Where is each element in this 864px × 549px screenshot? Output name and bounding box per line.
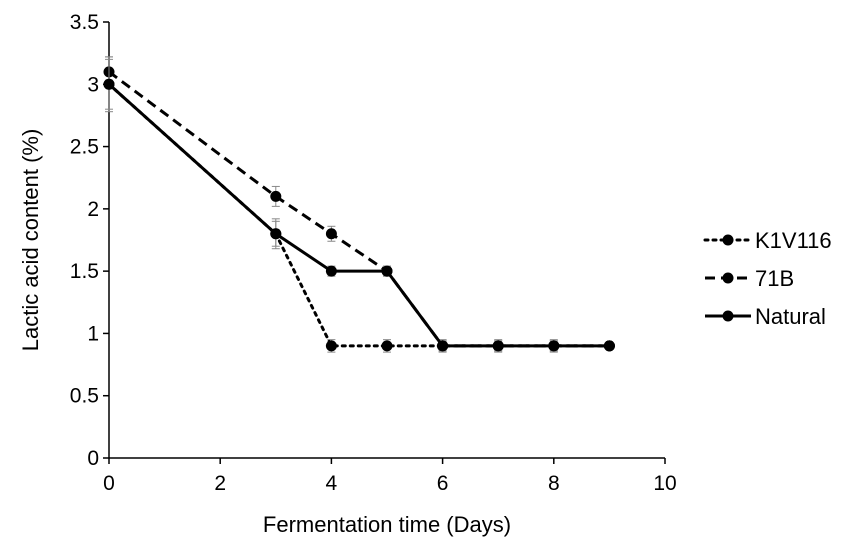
data-point: [325, 228, 337, 240]
legend-label: K1V116: [755, 228, 832, 253]
y-tick-label: 0.5: [70, 385, 99, 408]
series-k1v116: [103, 58, 615, 353]
axes: [103, 21, 666, 464]
x-tick-label: 4: [326, 472, 338, 495]
series-natural: [103, 56, 615, 352]
series-layer: [103, 56, 615, 353]
legend-label: Natural: [755, 304, 826, 329]
x-tick-label: 2: [214, 472, 226, 495]
legend-marker: [722, 310, 734, 322]
series-71b: [103, 56, 615, 352]
data-point: [548, 340, 560, 352]
data-point: [381, 340, 393, 352]
data-point: [381, 265, 393, 277]
legend-item-natural: Natural: [705, 304, 826, 329]
y-tick-label: 0: [87, 447, 99, 470]
data-point: [325, 340, 337, 352]
data-point: [437, 340, 449, 352]
y-tick-label: 2: [87, 198, 99, 221]
data-point: [603, 340, 615, 352]
y-tick-label: 1: [87, 322, 99, 345]
legend-marker: [722, 234, 734, 246]
data-point: [270, 190, 282, 202]
x-tick-label: 10: [653, 472, 676, 495]
x-tick-label: 0: [103, 472, 115, 495]
legend-item-k1v116: K1V116: [703, 228, 832, 253]
legend-item-71b: 71B: [705, 266, 794, 291]
series-line: [108, 70, 610, 348]
x-tick-label: 6: [437, 472, 449, 495]
x-axis-title: Fermentation time (Days): [263, 512, 511, 537]
legend: K1V116 71B Natural: [703, 228, 832, 329]
y-tick-label: 1.5: [70, 260, 99, 283]
data-point: [492, 340, 504, 352]
legend-marker: [722, 272, 734, 284]
data-point: [325, 265, 337, 277]
y-tick-label: 3.5: [70, 11, 99, 34]
legend-label: 71B: [755, 266, 794, 291]
series-line: [107, 82, 611, 348]
y-tick-label: 3: [87, 73, 99, 96]
series-line: [107, 83, 610, 348]
x-tick-label: 8: [548, 472, 560, 495]
data-point: [103, 78, 115, 90]
tick-labels: 0 0.5 1 1.5 2 2.5 3 3.5 0 2 4 6 8 10: [70, 11, 677, 495]
y-axis-title: Lactic acid content (%): [18, 129, 43, 352]
data-point: [270, 228, 282, 240]
y-tick-label: 2.5: [70, 136, 99, 159]
